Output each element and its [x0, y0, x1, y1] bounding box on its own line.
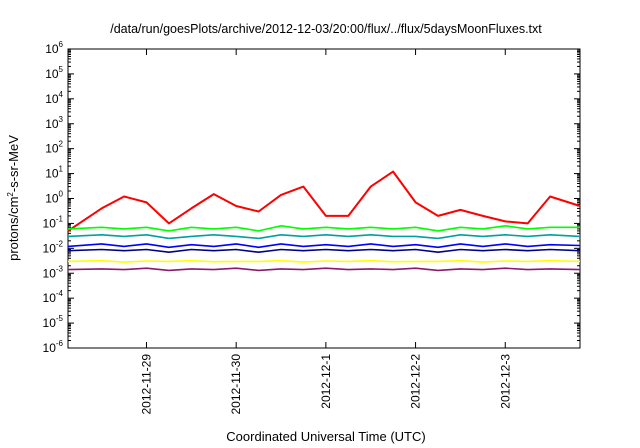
x-tick-label: 2012-11-30	[229, 354, 243, 415]
series-line-6	[67, 259, 581, 263]
y-tick-label: 103	[45, 115, 63, 131]
y-tick-label: 104	[45, 90, 63, 106]
series-line-2	[67, 225, 580, 232]
y-tick-label: 105	[45, 65, 63, 81]
x-axis-label: Coordinated Universal Time (UTC)	[226, 429, 425, 444]
series-line-1	[67, 170, 581, 232]
y-tick-label: 10-5	[43, 314, 64, 330]
plot-frame	[67, 48, 581, 349]
y-axis-label: protons/cm2-s-sr-MeV	[6, 135, 21, 261]
chart-title: /data/run/goesPlots/archive/2012-12-03/2…	[110, 22, 542, 36]
y-tick-label: 10-1	[43, 214, 64, 230]
series-layer	[67, 170, 581, 272]
y-tick-label: 10-2	[43, 239, 64, 255]
x-tick-label: 2012-11-29	[139, 354, 153, 415]
x-tick-label: 2012-12-1	[319, 354, 333, 409]
series-line-3	[67, 234, 581, 240]
y-tick-label: 10-6	[43, 339, 64, 355]
y-axis: 10-6 10-5 10-4 10-3 10-2 10-1 100 101 102 103 104 1…	[43, 40, 580, 355]
y-tick-label: 100	[45, 190, 63, 206]
y-tick-label: 101	[45, 165, 63, 181]
x-tick-label: 2012-12-3	[498, 354, 512, 409]
series-line-5	[67, 248, 581, 253]
x-tick-label: 2012-12-2	[409, 354, 423, 409]
series-line-7	[67, 267, 581, 272]
series-line-4	[67, 243, 581, 249]
x-axis: 2012-11-29 2012-11-30 2012-12-1 2012-12-2 20…	[139, 49, 512, 415]
y-tick-label: 10-3	[43, 264, 64, 280]
y-tick-label: 10-4	[43, 289, 64, 305]
y-tick-label: 102	[45, 140, 63, 156]
y-tick-label: 106	[45, 40, 63, 56]
